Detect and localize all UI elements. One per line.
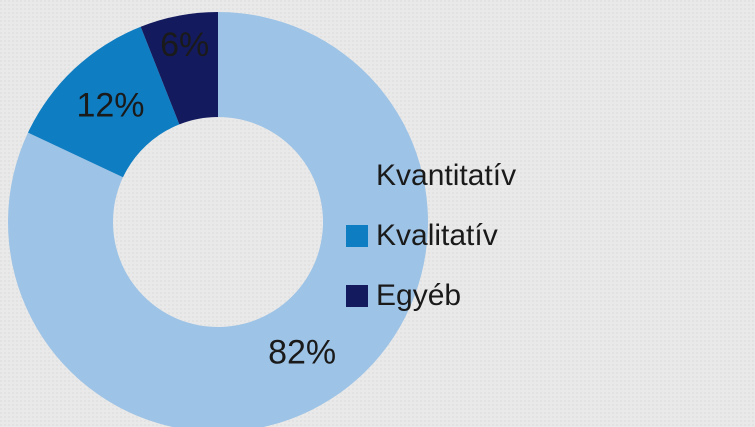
data-label: 82% xyxy=(268,334,336,372)
donut-slice xyxy=(27,26,180,178)
legend-label: Kvantitatív xyxy=(376,159,516,192)
data-label: 6% xyxy=(160,26,209,64)
legend-swatch xyxy=(346,165,368,187)
legend-swatch xyxy=(346,285,368,307)
donut-slice xyxy=(8,12,428,427)
legend-swatch xyxy=(346,225,368,247)
legend-label: Kvalitatív xyxy=(376,219,498,252)
donut-slice xyxy=(140,12,218,125)
data-label: 12% xyxy=(76,87,144,125)
legend-label: Egyéb xyxy=(376,279,461,312)
